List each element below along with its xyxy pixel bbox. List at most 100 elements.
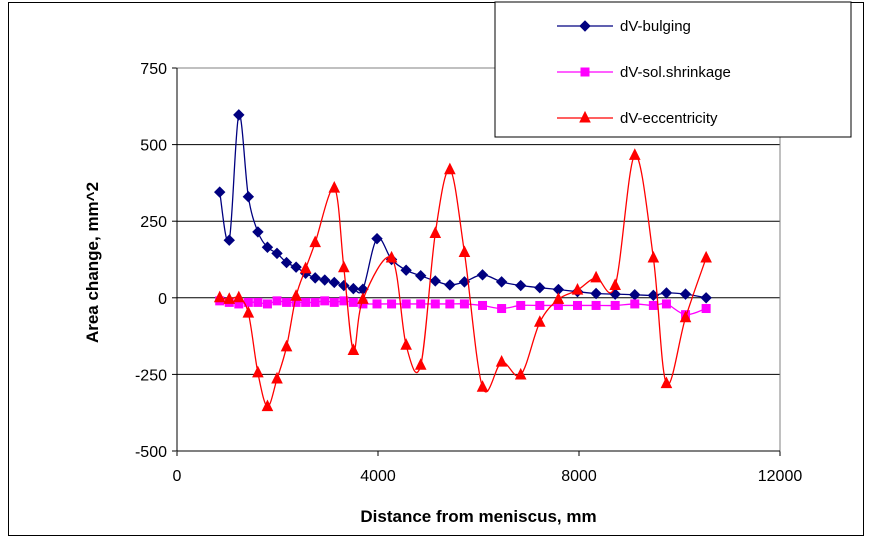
data-point-dv-bulging-19 <box>415 270 427 282</box>
data-point-dv-sol-shrinkage-25 <box>516 300 526 310</box>
data-point-dv-eccentricity-13 <box>347 343 360 356</box>
data-point-dv-bulging-6 <box>271 247 283 260</box>
y-tick-label-4: 500 <box>140 138 167 155</box>
data-point-dv-eccentricity-1 <box>223 292 236 304</box>
data-point-dv-bulging-20 <box>429 275 441 287</box>
y-tick-label-5: 750 <box>140 61 167 78</box>
data-point-dv-bulging-12 <box>328 276 340 289</box>
data-point-dv-sol-shrinkage-14 <box>348 297 358 307</box>
data-point-dv-eccentricity-4 <box>252 365 264 378</box>
data-point-dv-eccentricity-23 <box>514 367 527 380</box>
data-point-dv-bulging-3 <box>242 190 255 203</box>
data-point-dv-bulging-8 <box>290 261 302 273</box>
data-point-dv-sol-shrinkage-28 <box>572 300 582 310</box>
x-tick-label-1: 4000 <box>360 468 396 485</box>
data-point-dv-sol-shrinkage-13 <box>339 296 349 306</box>
legend-label-dv-bulging: dV-bulging <box>620 18 691 35</box>
data-point-dv-bulging-26 <box>534 281 546 294</box>
data-point-dv-bulging-7 <box>280 256 293 269</box>
data-point-dv-bulging-1 <box>223 234 235 246</box>
data-point-dv-sol-shrinkage-11 <box>320 296 330 306</box>
data-point-dv-sol-shrinkage-21 <box>445 299 455 309</box>
data-point-dv-sol-shrinkage-31 <box>630 299 640 309</box>
y-tick-label-3: 250 <box>140 214 167 231</box>
data-point-dv-sol-shrinkage-18 <box>401 299 411 309</box>
data-point-dv-eccentricity-12 <box>338 260 350 273</box>
data-point-dv-bulging-16 <box>371 232 383 245</box>
data-point-dv-eccentricity-24 <box>533 315 546 327</box>
data-point-dv-sol-shrinkage-33 <box>661 299 671 309</box>
data-point-dv-sol-shrinkage-35 <box>701 304 711 314</box>
data-point-dv-eccentricity-32 <box>679 310 692 323</box>
x-tick-label-2: 8000 <box>561 468 597 485</box>
data-point-dv-sol-shrinkage-4 <box>253 297 263 307</box>
x-tick-label-3: 12000 <box>758 468 803 485</box>
data-point-dv-sol-shrinkage-22 <box>459 299 469 309</box>
data-point-dv-eccentricity-3 <box>242 306 255 318</box>
data-point-dv-bulging-10 <box>309 272 321 284</box>
tick-labels: -500 -250 0 250 500 750 0 4000 8000 12000 <box>135 61 802 485</box>
data-point-dv-sol-shrinkage-24 <box>497 304 507 314</box>
data-point-dv-eccentricity-10 <box>309 235 321 248</box>
data-point-dv-eccentricity-7 <box>280 339 293 352</box>
data-point-dv-eccentricity-33 <box>700 250 712 263</box>
data-point-dv-sol-shrinkage-20 <box>430 299 440 309</box>
data-point-dv-bulging-2 <box>233 109 245 121</box>
legend-marker-dv-bulging <box>579 20 591 32</box>
data-point-dv-eccentricity-0 <box>213 290 226 303</box>
y-tick-label-1: -250 <box>135 367 167 384</box>
axes <box>172 67 781 456</box>
x-axis-title: Distance from meniscus, mm <box>360 507 596 526</box>
data-point-dv-sol-shrinkage-10 <box>310 297 320 307</box>
data-point-dv-sol-shrinkage-17 <box>387 299 397 309</box>
series-dv-sol-shrinkage <box>215 296 711 320</box>
legend-box <box>494 1 852 138</box>
data-point-dv-eccentricity-30 <box>647 250 660 263</box>
series-layer <box>213 109 712 412</box>
data-point-dv-eccentricity-26 <box>571 283 584 295</box>
legend-marker-dv-eccentricity <box>579 110 591 123</box>
data-point-dv-bulging-0 <box>214 186 226 198</box>
data-point-dv-eccentricity-22 <box>495 355 508 367</box>
data-point-dv-eccentricity-25 <box>552 292 565 304</box>
data-point-dv-sol-shrinkage-19 <box>416 299 426 309</box>
data-point-dv-eccentricity-27 <box>590 270 602 283</box>
legend: dV-bulging dV-sol.shrinkage dV-eccentricit… <box>494 1 852 138</box>
data-point-dv-eccentricity-11 <box>328 180 341 193</box>
data-point-dv-eccentricity-6 <box>271 371 283 384</box>
data-point-dv-eccentricity-9 <box>299 261 312 274</box>
series-dv-eccentricity <box>213 148 712 412</box>
data-point-dv-bulging-18 <box>400 264 412 276</box>
data-point-dv-bulging-11 <box>319 274 331 286</box>
data-point-dv-sol-shrinkage-29 <box>591 300 601 310</box>
data-point-dv-eccentricity-8 <box>290 289 302 301</box>
data-point-dv-eccentricity-5 <box>261 399 274 412</box>
data-point-dv-bulging-5 <box>261 241 274 253</box>
data-point-dv-bulging-25 <box>515 279 527 292</box>
data-point-dv-sol-shrinkage-7 <box>282 297 292 307</box>
data-point-dv-sol-shrinkage-26 <box>535 300 545 310</box>
legend-item-dv-eccentricity: dV-eccentricity <box>557 110 718 127</box>
data-point-dv-sol-shrinkage-12 <box>329 297 339 307</box>
data-point-dv-eccentricity-2 <box>232 290 245 303</box>
y-axis-title: Area change, mm^2 <box>83 182 102 343</box>
data-point-dv-bulging-24 <box>495 276 508 288</box>
x-tick-label-0: 0 <box>173 468 182 485</box>
data-point-dv-sol-shrinkage-32 <box>648 300 658 310</box>
data-point-dv-bulging-29 <box>590 287 602 300</box>
legend-label-dv-sol-shrinkage: dV-sol.shrinkage <box>620 64 731 81</box>
data-point-dv-bulging-4 <box>252 226 264 238</box>
data-point-dv-eccentricity-14 <box>357 292 369 304</box>
data-point-dv-sol-shrinkage-30 <box>610 300 620 310</box>
data-point-dv-bulging-23 <box>476 269 489 281</box>
data-point-dv-sol-shrinkage-16 <box>372 299 382 309</box>
y-tick-label-2: 0 <box>158 291 167 308</box>
legend-item-dv-sol-shrinkage: dV-sol.shrinkage <box>557 64 731 81</box>
data-point-dv-eccentricity-20 <box>458 245 471 257</box>
legend-item-dv-bulging: dV-bulging <box>557 18 691 35</box>
series-line-dv-bulging <box>219 114 707 299</box>
data-point-dv-sol-shrinkage-23 <box>478 300 488 310</box>
data-point-dv-eccentricity-15 <box>385 250 398 263</box>
data-point-dv-bulging-35 <box>700 292 712 304</box>
